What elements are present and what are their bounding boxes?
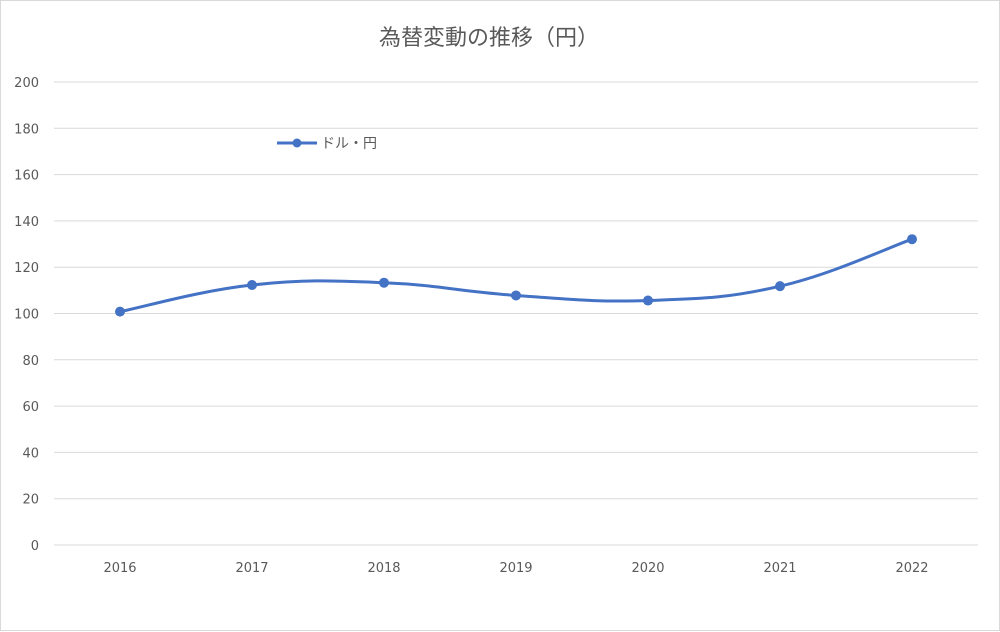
x-tick-label: 2022	[895, 561, 928, 576]
y-tick-label: 20	[22, 493, 39, 508]
x-tick-label: 2018	[367, 561, 400, 576]
y-tick-label: 100	[14, 308, 39, 323]
data-point-2022[interactable]	[907, 234, 917, 245]
series-layer	[115, 234, 917, 317]
data-point-2016[interactable]	[115, 306, 125, 317]
y-tick-label: 140	[14, 215, 39, 230]
y-tick-label: 180	[14, 122, 39, 137]
y-tick-label: 200	[14, 76, 39, 91]
gridlines	[54, 81, 978, 546]
x-axis-ticks: 2016 2017 2018 2019 2020 2021 2022	[103, 561, 928, 576]
y-tick-label: 120	[14, 261, 39, 276]
y-tick-label: 80	[22, 354, 39, 369]
y-tick-label: 40	[22, 446, 39, 461]
legend-marker	[292, 138, 302, 148]
x-tick-label: 2017	[235, 561, 268, 576]
data-point-2021[interactable]	[775, 281, 785, 292]
data-point-2017[interactable]	[247, 280, 257, 291]
data-point-2020[interactable]	[643, 295, 653, 306]
y-tick-label: 60	[22, 400, 39, 415]
x-tick-label: 2020	[631, 561, 664, 576]
chart-title: 為替変動の推移（円）	[379, 26, 599, 51]
y-tick-label: 160	[14, 169, 39, 184]
x-tick-label: 2016	[103, 561, 136, 576]
legend[interactable]: ドル・円	[277, 136, 377, 152]
series-line-usd-jpy	[118, 237, 914, 314]
legend-label: ドル・円	[321, 136, 377, 152]
data-point-2019[interactable]	[511, 290, 521, 301]
x-tick-label: 2021	[763, 561, 796, 576]
data-point-2018[interactable]	[379, 277, 389, 288]
y-tick-label: 0	[31, 539, 39, 554]
y-axis-ticks: 0 20 40 60 80 100 120 140 160 180 200	[14, 76, 39, 554]
x-tick-label: 2019	[499, 561, 532, 576]
